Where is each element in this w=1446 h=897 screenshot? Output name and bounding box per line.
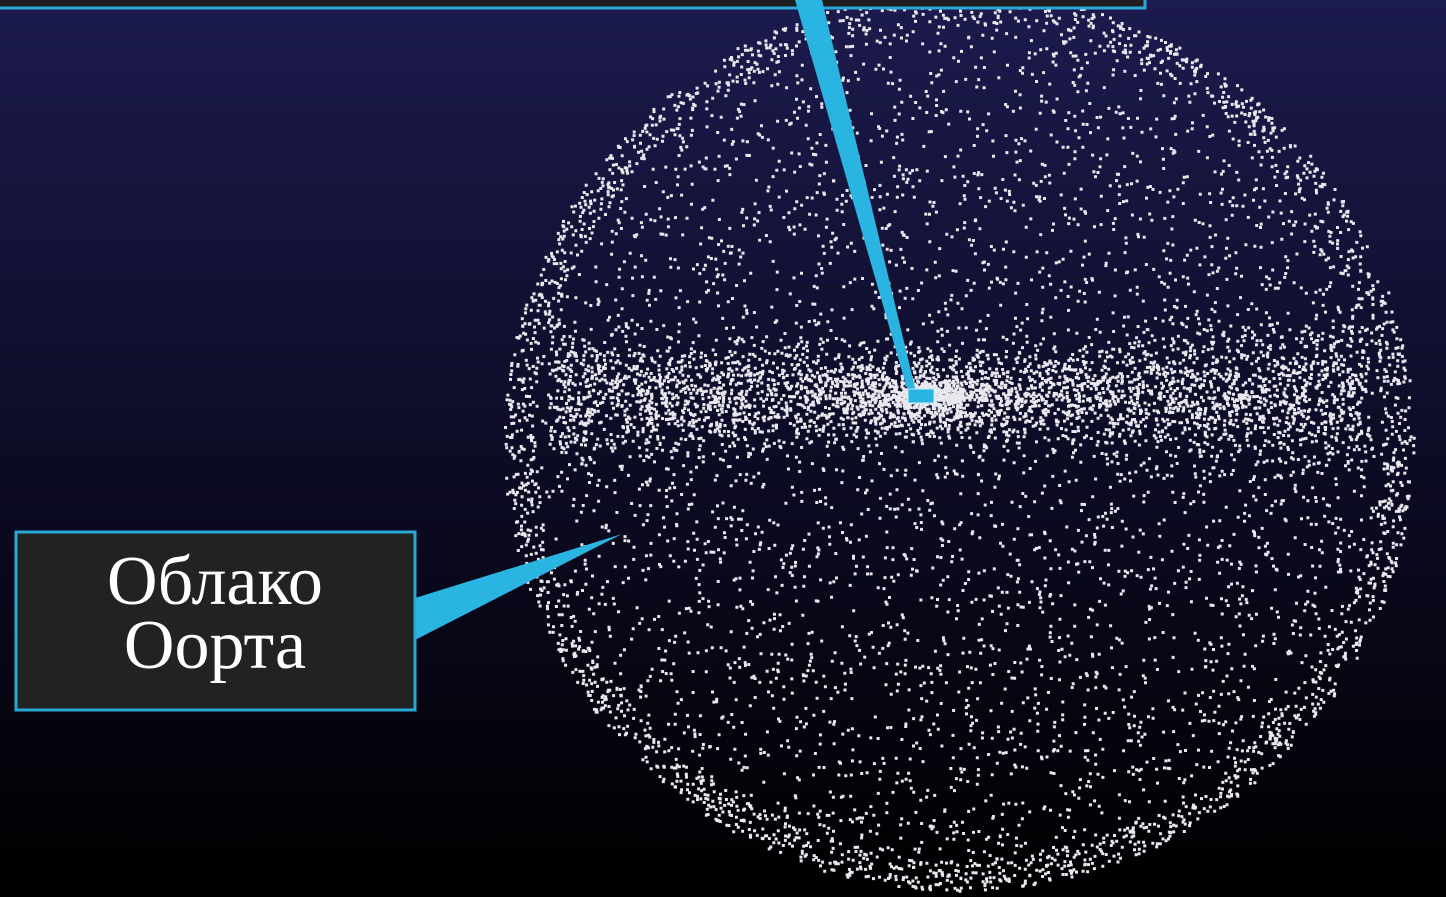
top-callout-box — [0, 0, 1147, 10]
inner-system-marker — [907, 388, 935, 404]
callout-line: Оорта — [124, 607, 306, 684]
cloud-pointer — [415, 534, 622, 640]
callout-line: Облако — [107, 543, 323, 620]
callout-box — [14, 530, 417, 712]
sun-pointer — [795, 0, 916, 392]
